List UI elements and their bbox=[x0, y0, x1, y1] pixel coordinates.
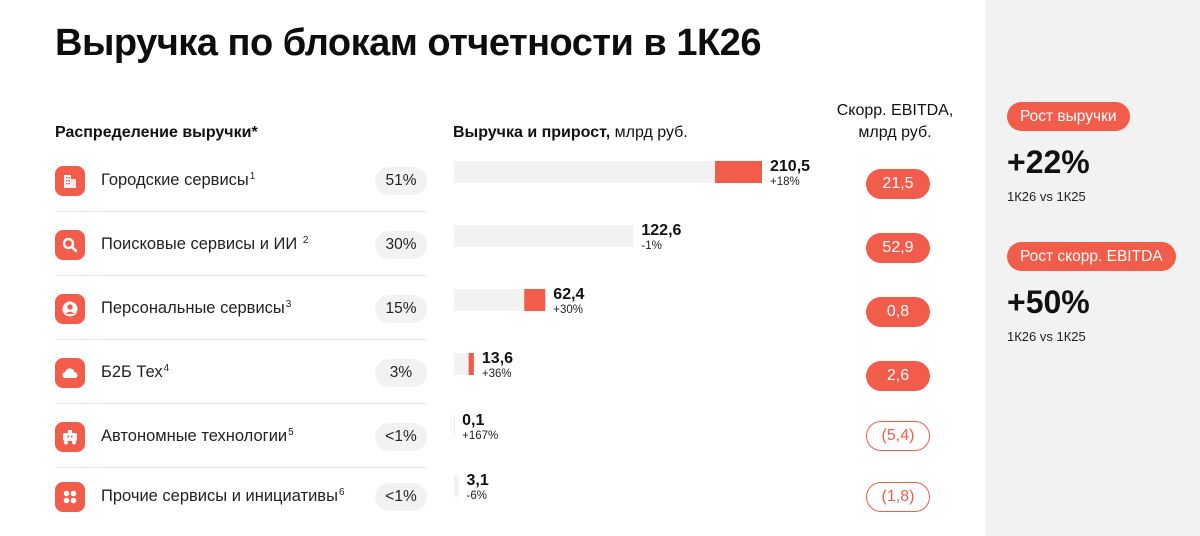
segment-row: Городские сервисы1 51% bbox=[55, 152, 427, 212]
segment-name: Б2Б Тех4 bbox=[101, 363, 169, 382]
bar-prior bbox=[454, 353, 469, 375]
page-title: Выручка по блокам отчетности в 1К26 bbox=[55, 22, 761, 64]
grid-icon bbox=[55, 482, 85, 512]
distribution-header: Распределение выручки* bbox=[55, 124, 258, 141]
ebitda-header: Скорр. EBITDA, млрд руб. bbox=[820, 100, 970, 144]
segment-name-text: Б2Б Тех bbox=[101, 363, 163, 381]
segment-row: Поисковые сервисы и ИИ 2 30% bbox=[55, 216, 427, 276]
revenue-growth-period: 1К26 vs 1К25 bbox=[1007, 189, 1086, 204]
row-divider bbox=[55, 403, 427, 404]
segment-name-text: Поисковые сервисы и ИИ bbox=[101, 235, 302, 253]
segment-name: Прочие сервисы и инициативы6 bbox=[101, 487, 345, 506]
bar-value-label: 122,6 bbox=[641, 222, 681, 239]
revenue-header-unit: млрд руб. bbox=[610, 124, 688, 141]
ebitda-pill: 0,8 bbox=[866, 297, 930, 327]
row-divider bbox=[55, 339, 427, 340]
ebitda-growth-period: 1К26 vs 1К25 bbox=[1007, 329, 1086, 344]
share-badge: 51% bbox=[375, 167, 427, 195]
segment-row: Б2Б Тех4 3% bbox=[55, 344, 427, 404]
bar-value-label: 62,4 bbox=[553, 286, 584, 303]
ebitda-pill: 21,5 bbox=[866, 169, 930, 199]
footnote-marker: 2 bbox=[302, 235, 309, 246]
bar-prior bbox=[454, 415, 455, 437]
revenue-header-bold: Выручка и прирост, bbox=[453, 124, 611, 141]
footnote-marker: 5 bbox=[288, 427, 294, 438]
segment-name-text: Городские сервисы bbox=[101, 171, 249, 189]
segment-name: Персональные сервисы3 bbox=[101, 299, 291, 318]
revenue-growth-label: Рост выручки bbox=[1007, 102, 1130, 131]
ebitda-pill: 52,9 bbox=[866, 233, 930, 263]
revenue-bar-chart: 210,5+18% 122,6-1% 62,4+30% 13,6+36% 0,1+167… bbox=[454, 158, 810, 502]
ebitda-growth-label: Рост скорр. EBITDA bbox=[1007, 242, 1176, 271]
bar-growth-label: +18% bbox=[770, 176, 800, 188]
footnote-marker: 6 bbox=[338, 487, 345, 498]
bar-prior bbox=[454, 161, 716, 183]
bar-increment bbox=[468, 353, 474, 375]
bar-value-label: 210,5 bbox=[770, 158, 810, 175]
ebitda-growth-value: +50% bbox=[1007, 284, 1090, 320]
bar-prior bbox=[454, 475, 459, 497]
bar-increment bbox=[715, 161, 762, 183]
share-badge: 30% bbox=[375, 231, 427, 259]
segment-name: Автономные технологии5 bbox=[101, 427, 294, 446]
robot-icon bbox=[55, 422, 85, 452]
cloud-icon bbox=[55, 358, 85, 388]
footnote-marker: 1 bbox=[249, 171, 256, 182]
segment-name-text: Персональные сервисы bbox=[101, 299, 285, 317]
bar-growth-label: -1% bbox=[641, 240, 661, 252]
bar-growth-label: +30% bbox=[553, 304, 583, 316]
person-icon bbox=[55, 294, 85, 324]
ebitda-pill: (5,4) bbox=[866, 421, 930, 451]
share-badge: 15% bbox=[375, 295, 427, 323]
bar-value-label: 0,1 bbox=[462, 412, 484, 429]
share-badge: <1% bbox=[375, 483, 427, 511]
revenue-header: Выручка и прирост, млрд руб. bbox=[453, 124, 688, 142]
segment-name: Городские сервисы1 bbox=[101, 171, 255, 190]
ebitda-header-line1: Скорр. EBITDA, bbox=[836, 102, 954, 119]
bar-growth-label: +167% bbox=[462, 430, 498, 442]
bar-growth-label: +36% bbox=[482, 368, 512, 380]
revenue-growth-value: +22% bbox=[1007, 144, 1090, 180]
ebitda-pill: (1,8) bbox=[866, 482, 930, 512]
row-divider bbox=[55, 275, 427, 276]
row-divider bbox=[55, 211, 427, 212]
search-icon bbox=[55, 230, 85, 260]
segment-row: Прочие сервисы и инициативы6 <1% bbox=[55, 468, 427, 528]
bar-growth-label: -6% bbox=[467, 490, 487, 502]
row-divider bbox=[55, 467, 427, 468]
ebitda-pill: 2,6 bbox=[866, 361, 930, 391]
share-badge: <1% bbox=[375, 423, 427, 451]
ebitda-header-line2: млрд руб. bbox=[858, 124, 932, 141]
segment-row: Персональные сервисы3 15% bbox=[55, 280, 427, 340]
building-icon bbox=[55, 166, 85, 196]
bar-value-label: 13,6 bbox=[482, 350, 513, 367]
bar-value-label: 3,1 bbox=[467, 472, 489, 489]
footnote-marker: 3 bbox=[285, 299, 292, 310]
segment-name-text: Автономные технологии bbox=[101, 427, 288, 445]
segment-name: Поисковые сервисы и ИИ 2 bbox=[101, 235, 308, 254]
bar-increment bbox=[524, 289, 546, 311]
bar-prior bbox=[454, 225, 634, 247]
segment-row: Автономные технологии5 <1% bbox=[55, 408, 427, 468]
bar-prior bbox=[454, 289, 525, 311]
share-badge: 3% bbox=[375, 359, 427, 387]
segment-name-text: Прочие сервисы и инициативы bbox=[101, 487, 338, 505]
footnote-marker: 4 bbox=[163, 363, 170, 374]
